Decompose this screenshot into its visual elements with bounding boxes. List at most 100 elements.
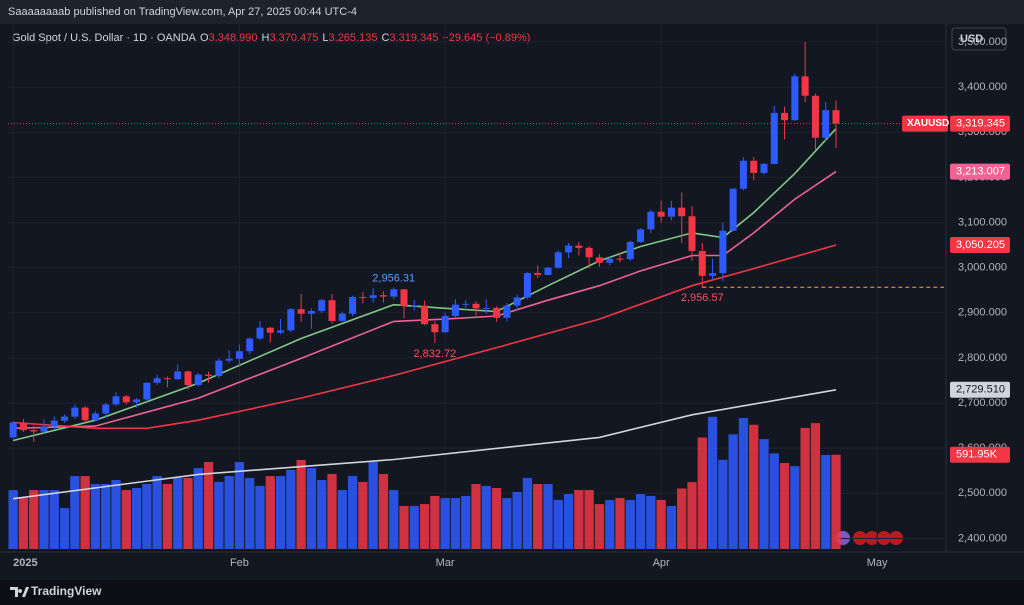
y-tick-label: 2,900.000 — [958, 307, 1007, 319]
x-tick-label: Feb — [230, 557, 249, 569]
candle-body — [390, 289, 398, 297]
candle-body — [421, 305, 429, 325]
candle-body — [184, 371, 192, 386]
volume-bar — [831, 454, 841, 549]
candle-body — [544, 267, 552, 275]
volume-bar — [337, 490, 347, 549]
candle-body — [163, 378, 171, 380]
symbol-tag-label: XAUUSD — [907, 118, 949, 129]
candle-body — [523, 273, 531, 298]
volume-bar — [821, 455, 831, 549]
currency[interactable]: USD — [960, 33, 983, 45]
candle-body — [205, 374, 213, 376]
volume-bar — [399, 505, 409, 549]
candle-body — [801, 76, 809, 96]
candle-body — [174, 371, 182, 380]
candle-body — [143, 382, 151, 400]
candle-body — [657, 211, 665, 217]
y-tick-label: 3,100.000 — [958, 216, 1007, 228]
price-tag-label: 3,213.007 — [956, 165, 1005, 177]
brand: TradingView — [31, 584, 102, 598]
volume-bar — [203, 462, 214, 549]
volume-bar — [80, 476, 90, 549]
x-tick-label: Apr — [653, 557, 670, 569]
candle-body — [482, 307, 490, 309]
moving-average — [13, 170, 837, 430]
volume-bar — [666, 505, 677, 549]
price-tag — [950, 237, 1010, 254]
volume-bar — [522, 477, 533, 549]
volume-bar — [358, 481, 368, 549]
volume-bar — [543, 484, 553, 549]
candle-body — [297, 309, 305, 314]
candle-body — [235, 351, 243, 359]
volume-bar — [121, 490, 131, 549]
candle-body — [513, 297, 521, 306]
volume-bar — [790, 466, 800, 549]
candle-body — [709, 273, 717, 276]
candle-body — [493, 307, 501, 318]
change: −29.645 (−0.89%) — [442, 32, 530, 44]
volume-bar — [810, 423, 821, 549]
volume-bar — [450, 498, 461, 549]
volume-bar — [101, 484, 111, 549]
candle-body — [451, 304, 459, 316]
candle-body — [50, 420, 58, 427]
volume-bar — [173, 477, 183, 549]
candle-body — [30, 430, 38, 432]
volume-bar — [574, 490, 584, 549]
candle-body — [359, 297, 367, 299]
moving-average — [12, 389, 837, 500]
candle-body — [698, 250, 706, 276]
y-tick-label: 3,400.000 — [958, 81, 1007, 93]
symbol: Gold Spot / U.S. Dollar · 1D · OANDA O3,3… — [12, 32, 530, 44]
volume-bar — [728, 434, 738, 549]
candle-body — [338, 313, 346, 321]
candle-body — [832, 110, 840, 124]
volume-bar — [491, 487, 502, 549]
volume-bar — [378, 473, 389, 549]
volume-bar — [738, 418, 749, 549]
volume-bar — [697, 437, 707, 549]
volume-bar — [605, 499, 615, 549]
candle-body — [822, 110, 830, 138]
symbol-tag — [902, 115, 948, 132]
candle-body — [431, 324, 439, 333]
volume-bar — [142, 484, 152, 549]
candle-body — [133, 399, 141, 403]
annotation: 2,956.57 — [681, 292, 724, 304]
top-bar — [0, 0, 1024, 24]
ohlc-key: C — [381, 32, 389, 44]
candle-body — [349, 297, 357, 314]
volume-bar — [615, 498, 625, 549]
currency-button[interactable] — [951, 27, 1007, 51]
volume-bar — [749, 424, 759, 549]
y-tick-label: 3,500.000 — [958, 36, 1007, 48]
volume-bar — [255, 485, 265, 549]
x-tick-label: 2025 — [13, 557, 37, 569]
candle-body — [606, 258, 614, 263]
volume-bar — [327, 473, 337, 549]
ohlc-value: 3,265.135 — [329, 32, 378, 44]
volume-bar — [584, 490, 594, 549]
volume-bar — [49, 490, 59, 549]
volume-bar — [481, 485, 491, 549]
volume-bar — [718, 459, 728, 549]
candle-body — [266, 327, 274, 333]
volume-bar — [234, 462, 245, 549]
candle-body — [81, 407, 89, 421]
candle-body — [791, 76, 799, 121]
ohlc-value: 3,319.345 — [389, 32, 438, 44]
candle-body — [153, 378, 161, 383]
volume-bar — [440, 498, 450, 549]
volume-bar — [29, 490, 39, 549]
volume-tag-label: 591.95K — [956, 449, 998, 461]
volume-bar — [131, 487, 142, 549]
candle-body — [770, 112, 778, 164]
volume-bar — [430, 495, 440, 549]
candle-body — [595, 257, 603, 263]
volume-bar — [759, 439, 769, 549]
volume-bar — [687, 482, 697, 549]
y-tick-label: 2,700.000 — [958, 397, 1007, 409]
volume-bar — [162, 484, 173, 549]
